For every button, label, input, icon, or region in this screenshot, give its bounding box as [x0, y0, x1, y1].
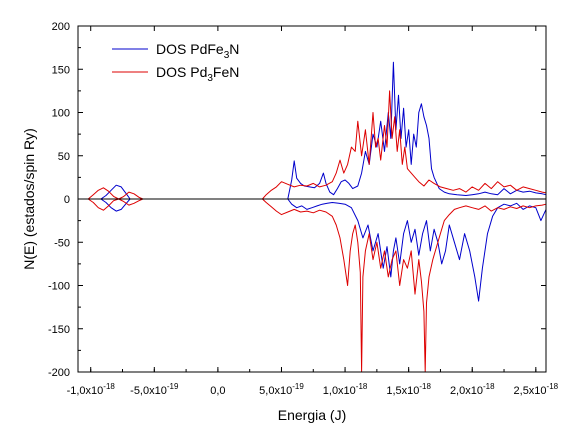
x-tick-label: 5,0x10-19 [259, 382, 304, 397]
y-tick-label: 200 [52, 21, 70, 33]
x-tick-mantissa: 2,5x10 [514, 385, 547, 397]
y-tick-label: 100 [52, 108, 70, 120]
y-tick-label: -50 [54, 237, 70, 249]
x-tick-mantissa: -1,0x10 [67, 385, 104, 397]
x-tick-label: 1,0x10-18 [323, 382, 368, 397]
x-tick-exponent: -18 [483, 382, 495, 391]
y-axis-title: N(E) (estados/spin Ry) [21, 128, 37, 270]
legend-label-tail: FeN [213, 64, 239, 80]
legend-label-tail: N [229, 41, 239, 57]
plot-frame [77, 25, 547, 373]
x-tick-mantissa: 0,0 [210, 385, 225, 397]
x-tick-mantissa: 5,0x10 [259, 385, 292, 397]
legend-label-sub: 3 [224, 50, 230, 61]
x-tick-label: 2,5x10-18 [514, 382, 559, 397]
x-tick-label: 2,0x10-18 [450, 382, 495, 397]
y-tick-label: 50 [58, 151, 70, 163]
y-tick-label: 0 [64, 194, 70, 206]
legend-label-main: DOS Pd [156, 64, 207, 80]
legend: DOS PdFe3N DOS Pd3FeN [112, 41, 239, 84]
legend-label-pd3fen: DOS Pd3FeN [156, 64, 239, 84]
x-tick-mantissa: 1,5x10 [386, 385, 419, 397]
legend-label-sub: 3 [207, 73, 213, 84]
x-tick-label: -5,0x10-19 [130, 382, 179, 397]
x-tick-exponent: -18 [419, 382, 431, 391]
series-0-up-line [78, 61, 547, 200]
y-tick-label: 150 [52, 64, 70, 76]
x-tick-exponent: -18 [103, 382, 115, 391]
x-tick-mantissa: 2,0x10 [450, 385, 483, 397]
series-0-down-line [78, 198, 547, 302]
x-tick-exponent: -19 [167, 382, 179, 391]
y-tick-label: -200 [48, 367, 70, 379]
x-tick-label: 1,5x10-18 [386, 382, 431, 397]
x-tick-exponent: -18 [356, 382, 368, 391]
x-axis-title: Energia (J) [278, 407, 346, 423]
x-tick-mantissa: -5,0x10 [130, 385, 167, 397]
y-tick-label: -150 [48, 324, 70, 336]
x-tick-exponent: -19 [292, 382, 304, 391]
legend-label-main: DOS PdFe [156, 41, 224, 57]
x-tick-mantissa: 1,0x10 [323, 385, 356, 397]
legend-label-pdfe3n: DOS PdFe3N [156, 41, 239, 61]
x-tick-label: -1,0x10-18 [67, 382, 116, 397]
x-tick-exponent: -18 [547, 382, 559, 391]
x-tick-label: 0,0 [210, 385, 225, 397]
y-tick-label: -100 [48, 281, 70, 293]
